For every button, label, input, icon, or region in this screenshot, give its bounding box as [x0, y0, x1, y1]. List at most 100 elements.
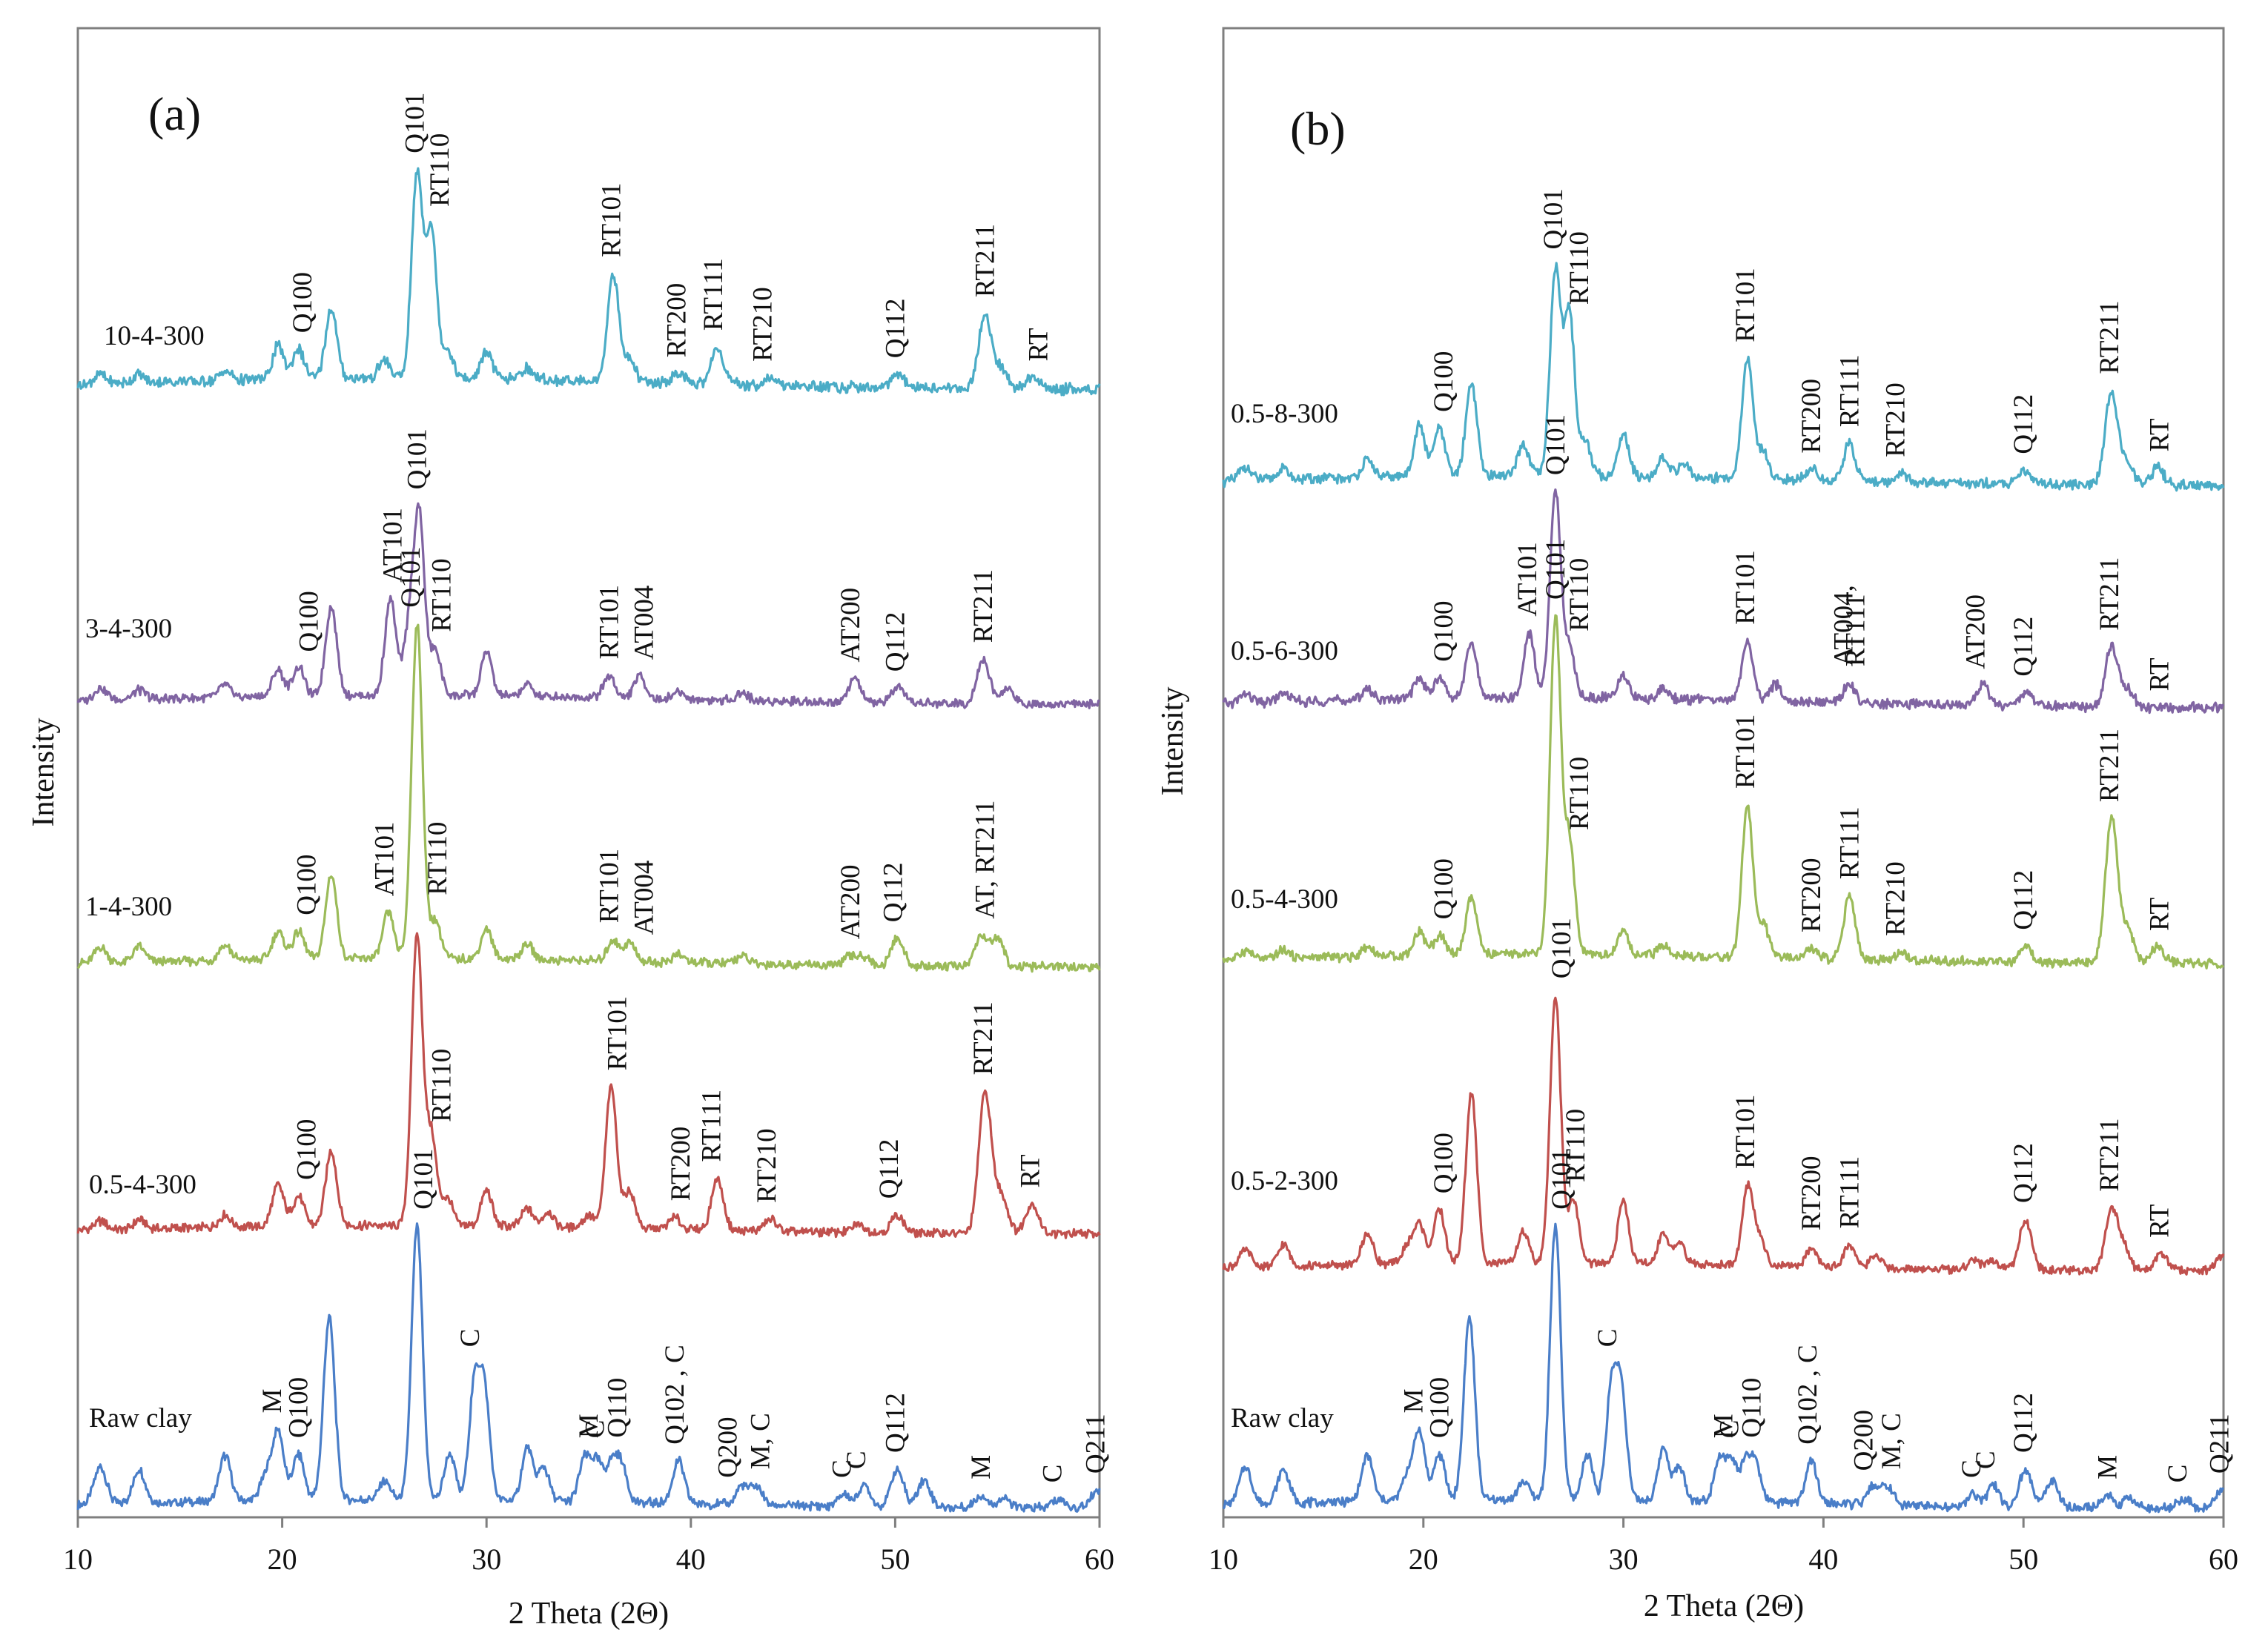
- panel-b-traces: [1222, 262, 2225, 1514]
- trace-raw-clay: [1222, 1222, 2225, 1514]
- peak-label-10-4-300-q101: Q101: [400, 93, 431, 153]
- peak-label-0-5-4-300-rt: RT: [2145, 898, 2175, 931]
- series-label-0-5-8-300: 0.5-8-300: [1231, 399, 1338, 429]
- peak-label-1-4-300-at-rt211: AT, RT211: [971, 801, 1001, 919]
- peak-label-0-5-4-300-q101: Q101: [1541, 539, 1571, 600]
- trace-0-5-6-300: [1222, 488, 2225, 715]
- peak-label-raw-clay-c: C: [1715, 1420, 1745, 1439]
- peak-label-0-5-4-300-rt200: RT200: [1796, 858, 1827, 932]
- peak-label-10-4-300-q112: Q112: [880, 298, 910, 358]
- x-tick-label-50: 50: [2009, 1542, 2038, 1576]
- peak-label-0-5-8-300-q100: Q100: [1429, 351, 1459, 412]
- peak-label-raw-clay-q110: Q110: [1736, 1378, 1767, 1438]
- peak-label-0-5-4-300-rt111: RT111: [696, 1090, 727, 1162]
- peak-label-0-5-8-300-q101: Q101: [1538, 188, 1569, 249]
- x-tick-label-50: 50: [880, 1542, 910, 1576]
- panel-a-x-axis-label: 2 Theta (2Θ): [509, 1597, 669, 1631]
- peak-label-0-5-6-300-at200: AT200: [1960, 594, 1991, 669]
- peak-label-raw-clay-q100: Q100: [1424, 1377, 1455, 1438]
- trace-0-5-4-300: [1222, 614, 2225, 970]
- peak-label-0-5-2-300-rt111: RT111: [1835, 1156, 1865, 1229]
- peak-label-0-5-4-300-rt111: RT111: [1835, 806, 1865, 879]
- panel-b-plot-frame: [1222, 27, 2225, 1519]
- peak-label-1-4-300-at200: AT200: [836, 864, 866, 939]
- peak-label-raw-clay-q200: Q200: [713, 1416, 743, 1477]
- x-tick-label-60: 60: [2209, 1542, 2238, 1576]
- trace-0-5-2-300: [1222, 996, 2225, 1276]
- peak-label-0-5-8-300-rt: RT: [2145, 418, 2175, 451]
- peak-label-raw-clay-q101: Q101: [1547, 1148, 1577, 1209]
- panel-a-series-labels: Raw clay 0.5-4-300 1-4-300 3-4-300 10-4-300: [85, 321, 205, 1434]
- peak-label-raw-clay-q211: Q211: [1081, 1414, 1111, 1474]
- peak-label-3-4-300-rt110: RT110: [427, 558, 457, 632]
- peak-label-0-5-2-300-rt200: RT200: [1796, 1156, 1827, 1231]
- peak-label-1-4-300-at004: AT004: [629, 861, 659, 935]
- peak-label-0-5-2-300-q101: Q101: [1547, 918, 1577, 978]
- peak-label-0-5-6-300-q112: Q112: [2009, 617, 2039, 677]
- peak-label-0-5-4-300-rt210: RT210: [1881, 861, 1911, 936]
- peak-label-1-4-300-q112: Q112: [879, 862, 909, 922]
- peak-label-0-5-6-300-rt110: RT110: [1564, 558, 1595, 632]
- peak-label-1-4-300-rt110: RT110: [423, 822, 453, 895]
- peak-label-10-4-300-rt210: RT210: [747, 287, 778, 362]
- peak-label-1-4-300-q101: Q101: [396, 546, 426, 607]
- peak-label-3-4-300-rt101: RT101: [595, 585, 625, 660]
- peak-label-raw-clay-q200: Q200: [1848, 1410, 1879, 1471]
- peak-label-0-5-4-300-rt211: RT211: [968, 1001, 999, 1075]
- peak-label-0-5-6-300-q100: Q100: [1429, 600, 1459, 661]
- panel-b-x-ticks: 10 20 30 40 50 60: [1209, 1517, 2238, 1576]
- series-label-0-5-2-300: 0.5-2-300: [1231, 1166, 1338, 1196]
- peak-label-0-5-8-300-rt210: RT210: [1881, 382, 1911, 457]
- panel-b-y-axis-label: Intensity: [1156, 687, 1190, 796]
- peak-label-0-5-2-300-rt: RT: [2145, 1204, 2175, 1238]
- peak-label-raw-clay-c: C: [1038, 1465, 1068, 1483]
- peak-label-raw-clay-q110: Q110: [603, 1378, 633, 1438]
- peak-label-10-4-300-rt211: RT211: [971, 224, 1001, 297]
- peak-label-3-4-300-q112: Q112: [880, 612, 910, 672]
- peak-label-10-4-300-q100: Q100: [288, 272, 318, 333]
- peak-label-raw-clay-q112: Q112: [880, 1393, 910, 1453]
- trace-0-5-4-300: [76, 932, 1101, 1239]
- panel-a-traces: [76, 167, 1101, 1513]
- peak-label-1-4-300-rt101: RT101: [595, 849, 625, 924]
- peak-label-0-5-8-300-rt211: RT211: [2095, 300, 2125, 374]
- x-tick-label-10: 10: [1209, 1542, 1238, 1576]
- x-tick-label-30: 30: [1609, 1542, 1639, 1576]
- panel-a-tag: (a): [148, 87, 201, 140]
- peak-label-raw-clay-q102-c: Q102 , C: [1793, 1345, 1823, 1445]
- panel-b-x-axis-label: 2 Theta (2Θ): [1644, 1589, 1804, 1623]
- peak-label-0-5-6-300-at101: AT101: [1512, 542, 1543, 617]
- panel-b-tag: (b): [1290, 102, 1346, 155]
- peak-label-0-5-4-300-rt101: RT101: [603, 996, 633, 1071]
- peak-label-raw-clay-c: C: [842, 1451, 872, 1469]
- peak-label-0-5-4-300-rt211: RT211: [2095, 729, 2125, 802]
- peak-label-raw-clay-c: C: [827, 1459, 858, 1478]
- peak-label-raw-clay-c: C: [455, 1329, 486, 1348]
- peak-label-raw-clay-m: M: [574, 1414, 604, 1438]
- series-label-0-5-4-300: 0.5-4-300: [89, 1170, 196, 1200]
- peak-label-0-5-4-300-rt: RT: [1015, 1154, 1045, 1187]
- x-tick-label-40: 40: [1808, 1542, 1838, 1576]
- peak-label-3-4-300-rt211: RT211: [968, 569, 999, 643]
- peak-label-0-5-6-300-q101: Q101: [1541, 414, 1571, 475]
- panel-a-plot-frame: [76, 27, 1101, 1519]
- x-tick-label-40: 40: [676, 1542, 706, 1576]
- peak-label-0-5-6-300-at004: AT004,: [1828, 585, 1859, 666]
- peak-label-0-5-4-300-q112: Q112: [2009, 870, 2039, 930]
- x-tick-label-30: 30: [472, 1542, 501, 1576]
- peak-label-raw-clay-m: M: [257, 1388, 288, 1413]
- panel-b-series-labels: Raw clay 0.5-2-300 0.5-4-300 0.5-6-300 0.5-8…: [1231, 399, 1338, 1434]
- peak-label-0-5-4-300-q100: Q100: [292, 1119, 323, 1180]
- peak-label-0-5-8-300-rt110: RT110: [1564, 231, 1595, 305]
- peak-label-0-5-4-300-rt101: RT101: [1730, 714, 1761, 789]
- peak-label-0-5-4-300-rt200: RT200: [666, 1127, 696, 1202]
- trace-10-4-300: [76, 167, 1101, 397]
- peak-label-0-5-2-300-q100: Q100: [1429, 1133, 1459, 1193]
- peak-label-0-5-2-300-rt110: RT110: [1561, 1109, 1591, 1182]
- peak-label-raw-clay-c: C: [1593, 1329, 1623, 1348]
- peak-label-raw-clay-m-c: M, C: [746, 1413, 776, 1469]
- peak-label-0-5-4-300-rt210: RT210: [752, 1128, 782, 1203]
